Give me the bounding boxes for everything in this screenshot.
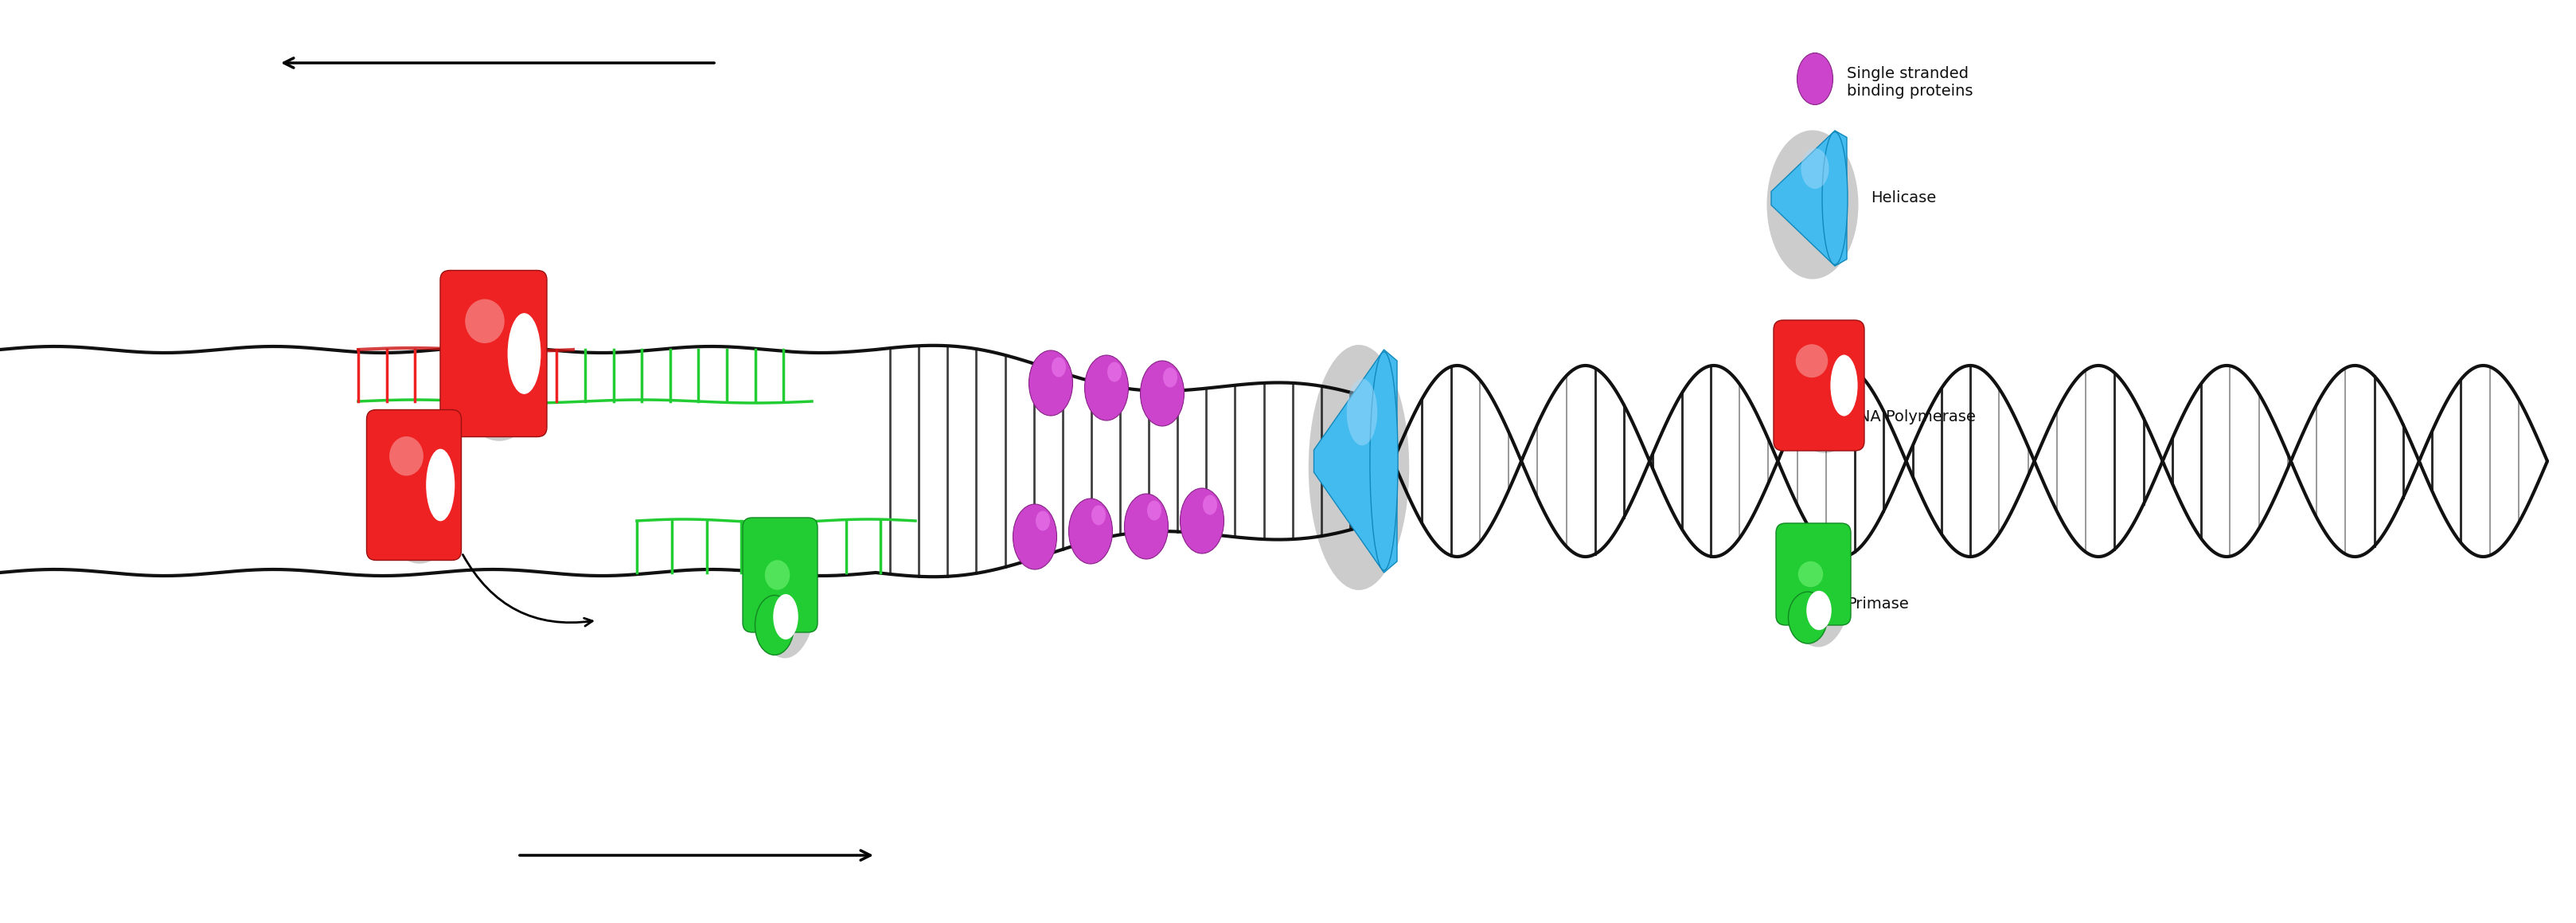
Ellipse shape [1084,355,1128,421]
Ellipse shape [1051,357,1066,378]
Ellipse shape [1123,494,1167,559]
Ellipse shape [389,437,422,475]
Ellipse shape [1028,351,1072,415]
Ellipse shape [752,527,817,658]
Text: Helicase: Helicase [1870,191,1935,206]
Ellipse shape [1785,533,1850,647]
Ellipse shape [1767,130,1857,279]
Ellipse shape [1203,495,1216,515]
Ellipse shape [1141,361,1185,426]
Ellipse shape [1795,53,1832,104]
FancyBboxPatch shape [1772,320,1865,450]
Ellipse shape [451,279,546,441]
Ellipse shape [1069,498,1113,564]
Polygon shape [1770,131,1847,266]
Ellipse shape [1108,362,1121,382]
Ellipse shape [507,313,541,394]
Ellipse shape [1801,149,1829,189]
Ellipse shape [755,595,793,655]
Ellipse shape [425,449,453,521]
Ellipse shape [1370,352,1399,570]
FancyBboxPatch shape [742,518,817,632]
FancyBboxPatch shape [1775,523,1850,625]
FancyBboxPatch shape [366,410,461,560]
Ellipse shape [1012,504,1056,569]
Ellipse shape [1798,561,1824,587]
Ellipse shape [1092,505,1105,525]
Ellipse shape [1829,354,1857,416]
Ellipse shape [1162,367,1177,388]
Ellipse shape [1821,132,1847,265]
Ellipse shape [1788,592,1826,643]
Ellipse shape [1036,510,1048,531]
Ellipse shape [1146,500,1162,521]
Ellipse shape [1795,344,1826,378]
Text: Single stranded
binding proteins: Single stranded binding proteins [1847,66,1973,99]
Text: Primase: Primase [1847,597,1909,612]
Ellipse shape [765,560,791,590]
Ellipse shape [1785,330,1862,453]
Text: DNA Polymerase: DNA Polymerase [1847,410,1976,425]
Ellipse shape [379,419,461,564]
FancyBboxPatch shape [440,270,546,437]
Ellipse shape [464,299,505,343]
Ellipse shape [1309,345,1409,590]
Ellipse shape [1806,591,1832,630]
Ellipse shape [1180,488,1224,554]
Ellipse shape [1347,378,1378,446]
Ellipse shape [773,594,799,640]
Polygon shape [1314,350,1396,572]
